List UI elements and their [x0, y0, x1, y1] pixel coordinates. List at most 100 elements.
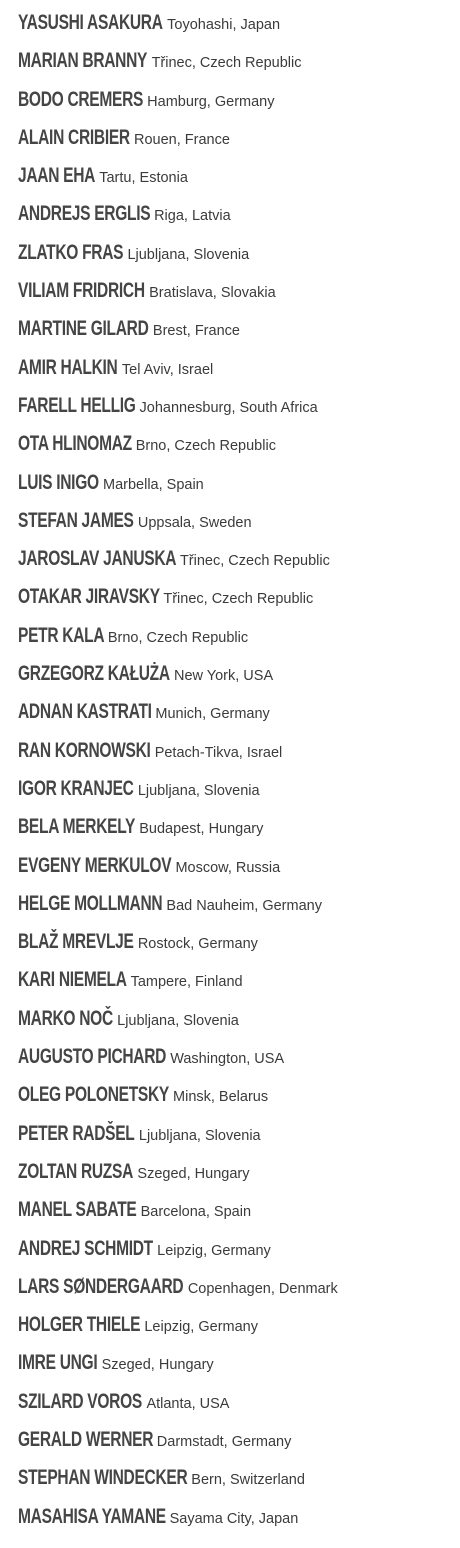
list-item-content: OTAKAR JIRAVSKY Třinec, Czech Republic — [18, 585, 313, 609]
person-location: Ljubljana, Slovenia — [138, 1127, 261, 1144]
list-item: FARELL HELLIG Johannesburg, South Africa — [18, 394, 338, 432]
person-location: Johannesburg, South Africa — [139, 399, 318, 416]
list-item-content: IMRE UNGI Szeged, Hungary — [18, 1351, 214, 1375]
list-item-content: BLAŽ MREVLJE Rostock, Germany — [18, 930, 258, 954]
person-name: FARELL HELLIG — [18, 393, 136, 417]
list-item: AUGUSTO PICHARD Washington, USA — [18, 1045, 338, 1083]
person-name: MARIAN BRANNY — [18, 49, 148, 73]
person-location: Třinec, Czech Republic — [163, 591, 314, 608]
person-name: STEPHAN WINDECKER — [18, 1466, 188, 1490]
list-item-content: KARI NIEMELA Tampere, Finland — [18, 968, 243, 992]
list-item-content: VILIAM FRIDRICH Bratislava, Slovakia — [18, 279, 276, 303]
person-name: EVGENY MERKULOV — [18, 853, 172, 877]
list-item: GRZEGORZ KAŁUŻA New York, USA — [18, 662, 338, 700]
person-name: LARS SØNDERGAARD — [18, 1274, 184, 1298]
list-item-content: JAROSLAV JANUSKA Třinec, Czech Republic — [18, 547, 330, 571]
list-item-content: STEFAN JAMES Uppsala, Sweden — [18, 509, 252, 533]
list-item-content: BODO CREMERS Hamburg, Germany — [18, 88, 274, 112]
person-name: VILIAM FRIDRICH — [18, 279, 145, 303]
person-location: Petach-Tikva, Israel — [154, 744, 283, 761]
person-name: ANDREJ SCHMIDT — [18, 1236, 153, 1260]
person-location: Brest, France — [152, 323, 240, 340]
person-name: LUIS INIGO — [18, 470, 99, 494]
list-item-content: RAN KORNOWSKI Petach-Tikva, Israel — [18, 739, 282, 763]
person-location: Sayama City, Japan — [169, 1510, 299, 1527]
person-location: Brno, Czech Republic — [107, 629, 249, 646]
person-location: Munich, Germany — [155, 706, 270, 723]
person-location: Ljubljana, Slovenia — [127, 246, 250, 263]
list-item: MASAHISA YAMANE Sayama City, Japan — [18, 1505, 338, 1543]
person-name: JAROSLAV JANUSKA — [18, 547, 177, 571]
person-name: JAAN EHA — [18, 164, 96, 188]
list-item-content: HOLGER THIELE Leipzig, Germany — [18, 1313, 258, 1337]
list-item-content: STEPHAN WINDECKER Bern, Switzerland — [18, 1466, 305, 1490]
list-item: ANDREJ SCHMIDT Leipzig, Germany — [18, 1237, 338, 1275]
person-name: BLAŽ MREVLJE — [18, 930, 134, 954]
person-name: GERALD WERNER — [18, 1427, 154, 1451]
list-item: ADNAN KASTRATI Munich, Germany — [18, 700, 338, 738]
person-name: KARI NIEMELA — [18, 968, 127, 992]
person-location: Bratislava, Slovakia — [149, 285, 276, 302]
person-name: MARKO NOČ — [18, 1006, 113, 1030]
person-name: IGOR KRANJEC — [18, 776, 134, 800]
person-location: Rouen, France — [134, 131, 230, 148]
person-location: Atlanta, USA — [146, 1395, 230, 1412]
list-item: ANDREJS ERGLIS Riga, Latvia — [18, 202, 338, 240]
list-item: LUIS INIGO Marbella, Spain — [18, 471, 338, 509]
list-item-content: AUGUSTO PICHARD Washington, USA — [18, 1045, 284, 1069]
person-name: OTA HLINOMAZ — [18, 432, 132, 456]
list-item: HOLGER THIELE Leipzig, Germany — [18, 1313, 338, 1351]
list-item-content: MANEL SABATE Barcelona, Spain — [18, 1198, 251, 1222]
person-name: YASUSHI ASAKURA — [18, 11, 163, 34]
list-item-content: BELA MERKELY Budapest, Hungary — [18, 815, 263, 839]
list-item: OTAKAR JIRAVSKY Třinec, Czech Republic — [18, 585, 338, 623]
list-item: VILIAM FRIDRICH Bratislava, Slovakia — [18, 279, 338, 317]
faculty-list: YASUSHI ASAKURA Toyohashi, Japan MARIAN BR… — [18, 11, 338, 1543]
list-item-content: YASUSHI ASAKURA Toyohashi, Japan — [18, 11, 280, 35]
list-item-content: ANDREJ SCHMIDT Leipzig, Germany — [18, 1237, 271, 1261]
person-name: HELGE MOLLMANN — [18, 891, 163, 915]
person-location: Moscow, Russia — [175, 859, 281, 876]
list-item-content: JAAN EHA Tartu, Estonia — [18, 164, 188, 188]
person-location: Riga, Latvia — [154, 208, 231, 225]
person-location: Rostock, Germany — [137, 936, 258, 953]
person-name: PETER RADŠEL — [18, 1121, 135, 1145]
person-name: AMIR HALKIN — [18, 355, 118, 379]
list-item: OTA HLINOMAZ Brno, Czech Republic — [18, 432, 338, 470]
person-name: HOLGER THIELE — [18, 1313, 141, 1337]
list-item: EVGENY MERKULOV Moscow, Russia — [18, 854, 338, 892]
person-name: MASAHISA YAMANE — [18, 1504, 166, 1528]
person-location: Washington, USA — [170, 1051, 285, 1068]
list-item: OLEG POLONETSKY Minsk, Belarus — [18, 1083, 338, 1121]
list-item: HELGE MOLLMANN Bad Nauheim, Germany — [18, 892, 338, 930]
person-name: SZILARD VOROS — [18, 1389, 142, 1413]
person-name: OTAKAR JIRAVSKY — [18, 585, 160, 609]
list-item: MARKO NOČ Ljubljana, Slovenia — [18, 1007, 338, 1045]
list-item: JAROSLAV JANUSKA Třinec, Czech Republic — [18, 547, 338, 585]
person-location: New York, USA — [173, 668, 274, 685]
person-name: RAN KORNOWSKI — [18, 738, 151, 762]
list-item: BLAŽ MREVLJE Rostock, Germany — [18, 930, 338, 968]
person-location: Leipzig, Germany — [144, 1319, 258, 1336]
person-name: AUGUSTO PICHARD — [18, 1045, 167, 1069]
list-item-content: MASAHISA YAMANE Sayama City, Japan — [18, 1505, 298, 1529]
list-item-content: LUIS INIGO Marbella, Spain — [18, 471, 204, 495]
person-name: ALAIN CRIBIER — [18, 125, 130, 149]
person-location: Ljubljana, Slovenia — [117, 1012, 239, 1029]
list-item: BODO CREMERS Hamburg, Germany — [18, 88, 338, 126]
person-location: Szeged, Hungary — [137, 1165, 250, 1182]
person-location: Marbella, Spain — [103, 476, 204, 493]
list-item-content: IGOR KRANJEC Ljubljana, Slovenia — [18, 777, 260, 801]
list-item-content: HELGE MOLLMANN Bad Nauheim, Germany — [18, 892, 322, 916]
list-item: STEFAN JAMES Uppsala, Sweden — [18, 509, 338, 547]
person-name: OLEG POLONETSKY — [18, 1083, 169, 1107]
list-item: MARTINE GILARD Brest, France — [18, 317, 338, 355]
person-name: ZOLTAN RUZSA — [18, 1159, 134, 1183]
person-location: Uppsala, Sweden — [137, 514, 252, 531]
person-location: Tel Aviv, Israel — [121, 361, 214, 378]
list-item-content: ZOLTAN RUZSA Szeged, Hungary — [18, 1160, 249, 1184]
list-item: AMIR HALKIN Tel Aviv, Israel — [18, 356, 338, 394]
list-item-content: PETR KALA Brno, Czech Republic — [18, 624, 248, 648]
list-item: IMRE UNGI Szeged, Hungary — [18, 1351, 338, 1389]
list-item-content: SZILARD VOROS Atlanta, USA — [18, 1390, 229, 1414]
